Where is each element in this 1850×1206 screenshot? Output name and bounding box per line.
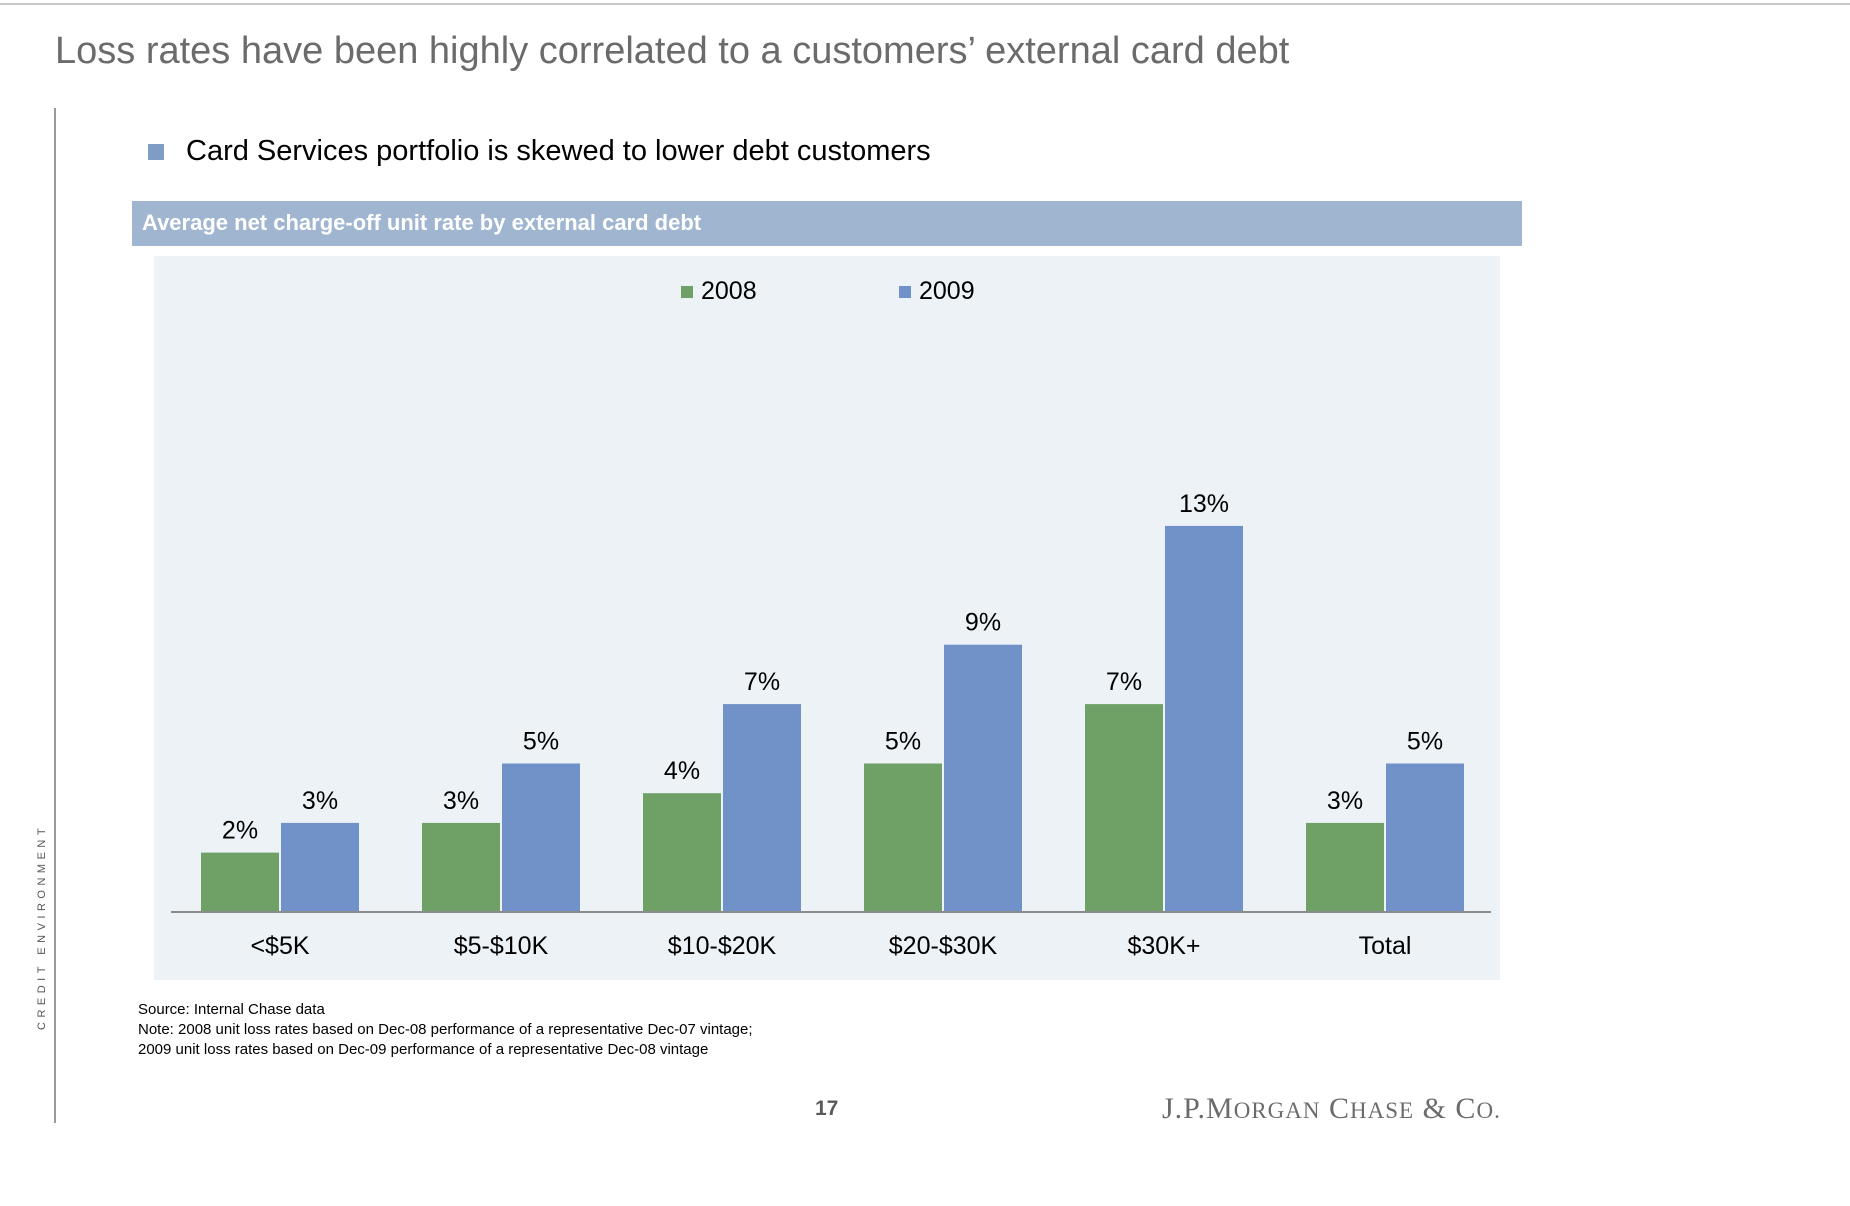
x-tick-label: $30K+ <box>1128 932 1201 960</box>
x-tick-label: $10-$20K <box>668 932 777 960</box>
bar-2008-4 <box>1085 704 1163 912</box>
data-label: 3% <box>302 787 338 815</box>
data-label: 3% <box>443 787 479 815</box>
side-rule <box>54 108 56 1123</box>
data-label: 2% <box>222 817 258 845</box>
data-label: 7% <box>1106 668 1142 696</box>
bar-2009-3 <box>944 644 1022 912</box>
bar-2009-1 <box>502 763 580 912</box>
x-tick-label: Total <box>1359 932 1412 960</box>
section-label: CREDIT ENVIRONMENT <box>36 823 48 1030</box>
chart-title: Average net charge-off unit rate by exte… <box>142 210 702 235</box>
page-number: 17 <box>815 1097 839 1120</box>
x-tick-label: $5-$10K <box>454 932 549 960</box>
chart-title-banner: Average net charge-off unit rate by exte… <box>132 201 1522 246</box>
legend-label: 2008 <box>701 277 757 305</box>
data-label: 5% <box>523 728 559 756</box>
bar-2008-2 <box>643 793 721 912</box>
page-title: Loss rates have been highly correlated t… <box>55 30 1290 72</box>
legend-swatch-icon <box>681 285 693 298</box>
bar-2008-0 <box>201 852 279 912</box>
legend-item-2009: 2009 <box>899 277 975 306</box>
company-logo: J.P.MORGAN CHASE & CO. <box>1162 1092 1501 1125</box>
chart-panel: 2% 3% <$5K 3% 5% $5-$10K 4% 7% $10-$20K 5% 9% $20-$… <box>154 256 1500 980</box>
bullet-point: Card Services portfolio is skewed to low… <box>148 135 931 168</box>
bar-2008-5 <box>1306 822 1384 912</box>
data-label: 5% <box>1407 728 1443 756</box>
bar-2008-1 <box>422 822 500 912</box>
legend-label: 2009 <box>919 277 975 305</box>
bar-2009-0 <box>281 822 359 912</box>
data-label: 9% <box>965 609 1001 637</box>
data-label: 13% <box>1179 490 1229 518</box>
top-rule <box>0 3 1850 5</box>
bar-2009-2 <box>723 704 801 912</box>
bar-2009-4 <box>1165 525 1243 912</box>
data-label: 7% <box>744 668 780 696</box>
source-note: Source: Internal Chase data <box>138 1001 325 1018</box>
bar-2008-3 <box>864 763 942 912</box>
bar-chart: 2% 3% <$5K 3% 5% $5-$10K 4% 7% $10-$20K 5% 9% $20-$… <box>171 490 1491 960</box>
bullet-square-icon <box>148 143 164 160</box>
footnotes: Source: Internal Chase data Note: 2008 u… <box>138 1000 753 1060</box>
data-label: 3% <box>1327 787 1363 815</box>
bar-2009-5 <box>1386 763 1464 912</box>
legend-item-2008: 2008 <box>681 277 757 306</box>
x-tick-label: <$5K <box>250 932 309 960</box>
data-label: 4% <box>664 757 700 785</box>
methodology-note-1: Note: 2008 unit loss rates based on Dec-… <box>138 1021 753 1038</box>
legend-swatch-icon <box>899 285 911 298</box>
methodology-note-2: 2009 unit loss rates based on Dec-09 per… <box>138 1041 709 1058</box>
bullet-text: Card Services portfolio is skewed to low… <box>186 135 931 167</box>
x-tick-label: $20-$30K <box>889 932 998 960</box>
data-label: 5% <box>885 728 921 756</box>
